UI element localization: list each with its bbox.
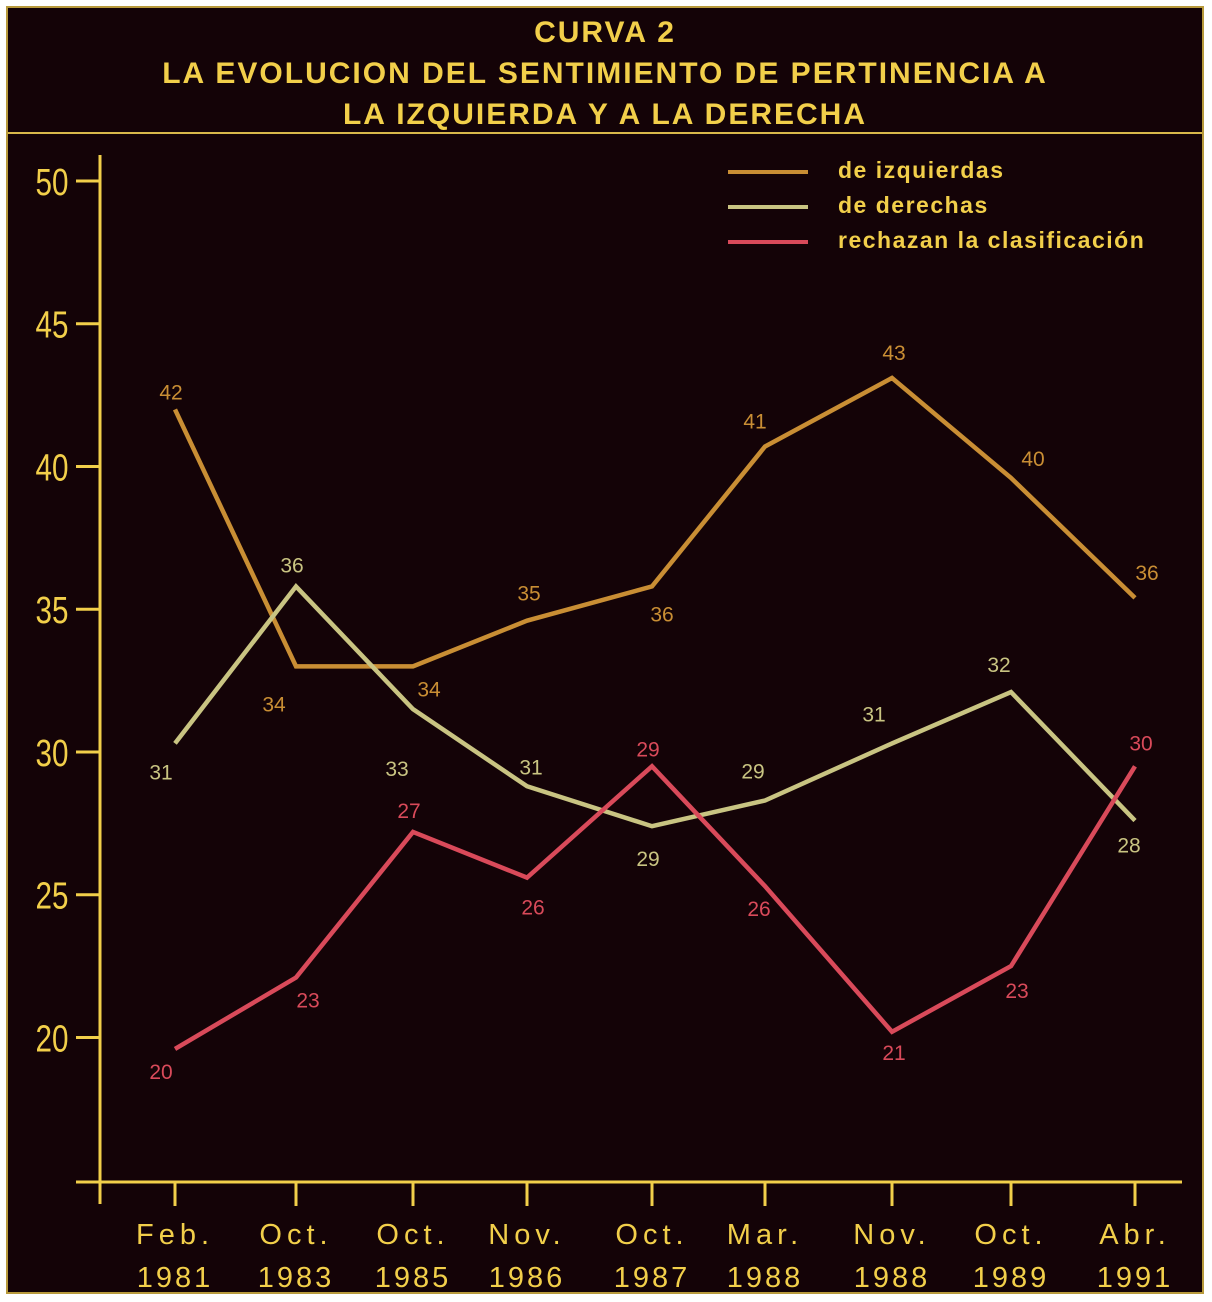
data-label: 23 xyxy=(1005,980,1028,1003)
x-tick-label-year: 1989 xyxy=(973,1262,1050,1294)
data-label: 32 xyxy=(987,654,1010,677)
x-tick-label-month: Oct. xyxy=(615,1219,688,1251)
data-label: 31 xyxy=(519,756,542,779)
data-label: 27 xyxy=(397,800,420,823)
series-line-2 xyxy=(173,763,1137,1051)
data-label: 35 xyxy=(517,583,540,606)
data-label: 36 xyxy=(280,554,303,577)
y-tick-label: 20 xyxy=(36,1018,69,1060)
data-label: 40 xyxy=(1021,448,1044,471)
data-label: 28 xyxy=(1117,835,1140,858)
x-tick-label-year: 1985 xyxy=(375,1262,452,1294)
data-label: 31 xyxy=(862,703,885,726)
data-label: 36 xyxy=(650,603,673,626)
x-tick-label-year: 1991 xyxy=(1097,1262,1174,1294)
chart-frame: CURVA 2 LA EVOLUCION DEL SENTIMIENTO DE … xyxy=(6,6,1204,1294)
series-line-0 xyxy=(172,375,1137,669)
data-label: 41 xyxy=(743,411,766,434)
data-label: 42 xyxy=(159,381,182,404)
y-tick-label: 30 xyxy=(36,733,69,775)
x-tick-label-month: Nov. xyxy=(488,1219,565,1251)
legend-label: rechazan la clasificación xyxy=(838,227,1145,253)
y-tick-label: 45 xyxy=(36,304,69,346)
data-label: 21 xyxy=(882,1042,905,1065)
data-label: 34 xyxy=(262,693,286,716)
data-label: 30 xyxy=(1129,732,1152,755)
title-line-1: CURVA 2 xyxy=(534,16,676,49)
data-label: 26 xyxy=(747,898,770,921)
x-tick-label-year: 1981 xyxy=(137,1262,214,1294)
x-tick-label-month: Oct. xyxy=(974,1219,1047,1251)
data-label: 29 xyxy=(636,848,659,871)
data-label: 29 xyxy=(636,738,659,761)
x-tick-label-year: 1983 xyxy=(258,1262,335,1294)
x-tick-label-year: 1988 xyxy=(727,1262,804,1294)
data-label: 36 xyxy=(1135,562,1158,585)
x-tick-label-month: Oct. xyxy=(376,1219,449,1251)
series-line-1 xyxy=(173,582,1137,829)
x-tick-label-year: 1986 xyxy=(489,1262,566,1294)
x-tick-label-year: 1988 xyxy=(854,1262,931,1294)
y-tick-label: 40 xyxy=(36,447,69,489)
x-tick-label-month: Nov. xyxy=(853,1219,930,1251)
legend-label: de derechas xyxy=(838,192,989,218)
y-tick-label: 35 xyxy=(36,590,69,632)
x-tick-label-month: Feb. xyxy=(136,1219,214,1251)
data-label: 20 xyxy=(149,1061,172,1084)
legend-label: de izquierdas xyxy=(838,157,1004,183)
chart-title: CURVA 2 LA EVOLUCION DEL SENTIMIENTO DE … xyxy=(8,8,1202,134)
x-tick-label-month: Abr. xyxy=(1099,1219,1171,1251)
data-label: 31 xyxy=(149,761,172,784)
y-tick-label: 50 xyxy=(36,162,69,204)
data-label: 26 xyxy=(521,897,544,920)
data-label: 29 xyxy=(741,761,764,784)
x-tick-label-year: 1987 xyxy=(614,1262,691,1294)
data-label: 23 xyxy=(296,990,319,1013)
x-tick-label-month: Mar. xyxy=(727,1219,803,1251)
title-line-2: LA EVOLUCION DEL SENTIMIENTO DE PERTINEN… xyxy=(162,57,1048,90)
x-tick-label-month: Oct. xyxy=(259,1219,332,1251)
data-label: 33 xyxy=(385,758,408,781)
data-label: 34 xyxy=(417,678,441,701)
title-line-3: LA IZQUIERDA Y A LA DERECHA xyxy=(342,98,868,131)
y-tick-label: 25 xyxy=(36,875,69,917)
data-label: 43 xyxy=(882,342,905,365)
